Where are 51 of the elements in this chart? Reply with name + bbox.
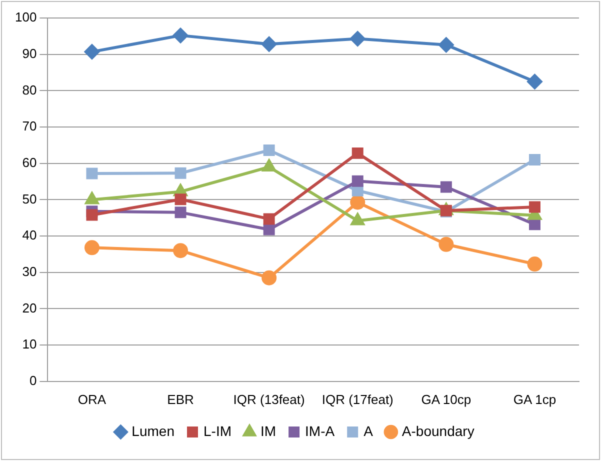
y-tick-label: 10 <box>22 336 37 352</box>
point <box>174 167 186 179</box>
point <box>263 224 275 236</box>
y-tick-label: 20 <box>22 300 37 316</box>
point <box>85 192 99 204</box>
x-tick-label: EBR <box>167 392 194 407</box>
point <box>84 44 100 60</box>
point <box>440 181 452 193</box>
y-tick-label: 40 <box>22 228 37 243</box>
point <box>438 37 454 52</box>
legend-label: Lumen <box>132 422 174 439</box>
legend-label: A-boundary <box>402 422 474 439</box>
point <box>352 147 364 159</box>
x-tick-label: GA 1cp <box>513 392 556 407</box>
point <box>350 31 366 46</box>
point <box>86 209 98 221</box>
point <box>262 270 277 286</box>
point <box>528 154 540 166</box>
point <box>173 28 188 43</box>
y-tick-label: 90 <box>22 46 37 61</box>
y-tick-label: 70 <box>22 118 37 134</box>
legend-label: L-IM <box>203 422 232 439</box>
point <box>528 201 540 213</box>
y-tick-label: 0 <box>29 372 37 388</box>
point <box>350 213 364 226</box>
point <box>262 36 277 52</box>
y-tick-label: 30 <box>22 264 37 279</box>
x-tick-label: IQR (17feat) <box>322 392 394 407</box>
point <box>263 144 275 156</box>
x-tick-label: GA 10cp <box>421 392 472 407</box>
point <box>527 256 542 272</box>
point <box>438 236 454 252</box>
point <box>352 175 364 187</box>
legend-label: A <box>364 422 374 439</box>
point <box>528 218 540 230</box>
x-tick-label: ORA <box>78 392 106 407</box>
y-tick-label: 80 <box>22 82 37 98</box>
point <box>263 213 275 225</box>
x-tick-label: IQR (13feat) <box>233 392 305 407</box>
y-tick-label: 100 <box>14 10 37 25</box>
point <box>174 206 186 218</box>
legend-label: IM-A <box>305 422 336 439</box>
y-tick-label: 50 <box>22 191 37 206</box>
y-tick-label: 60 <box>22 154 37 170</box>
point <box>173 243 188 258</box>
point <box>84 240 100 256</box>
legend-label: IM <box>260 422 276 439</box>
point <box>174 194 186 206</box>
point <box>527 74 542 90</box>
point <box>350 194 366 210</box>
point <box>86 168 98 180</box>
